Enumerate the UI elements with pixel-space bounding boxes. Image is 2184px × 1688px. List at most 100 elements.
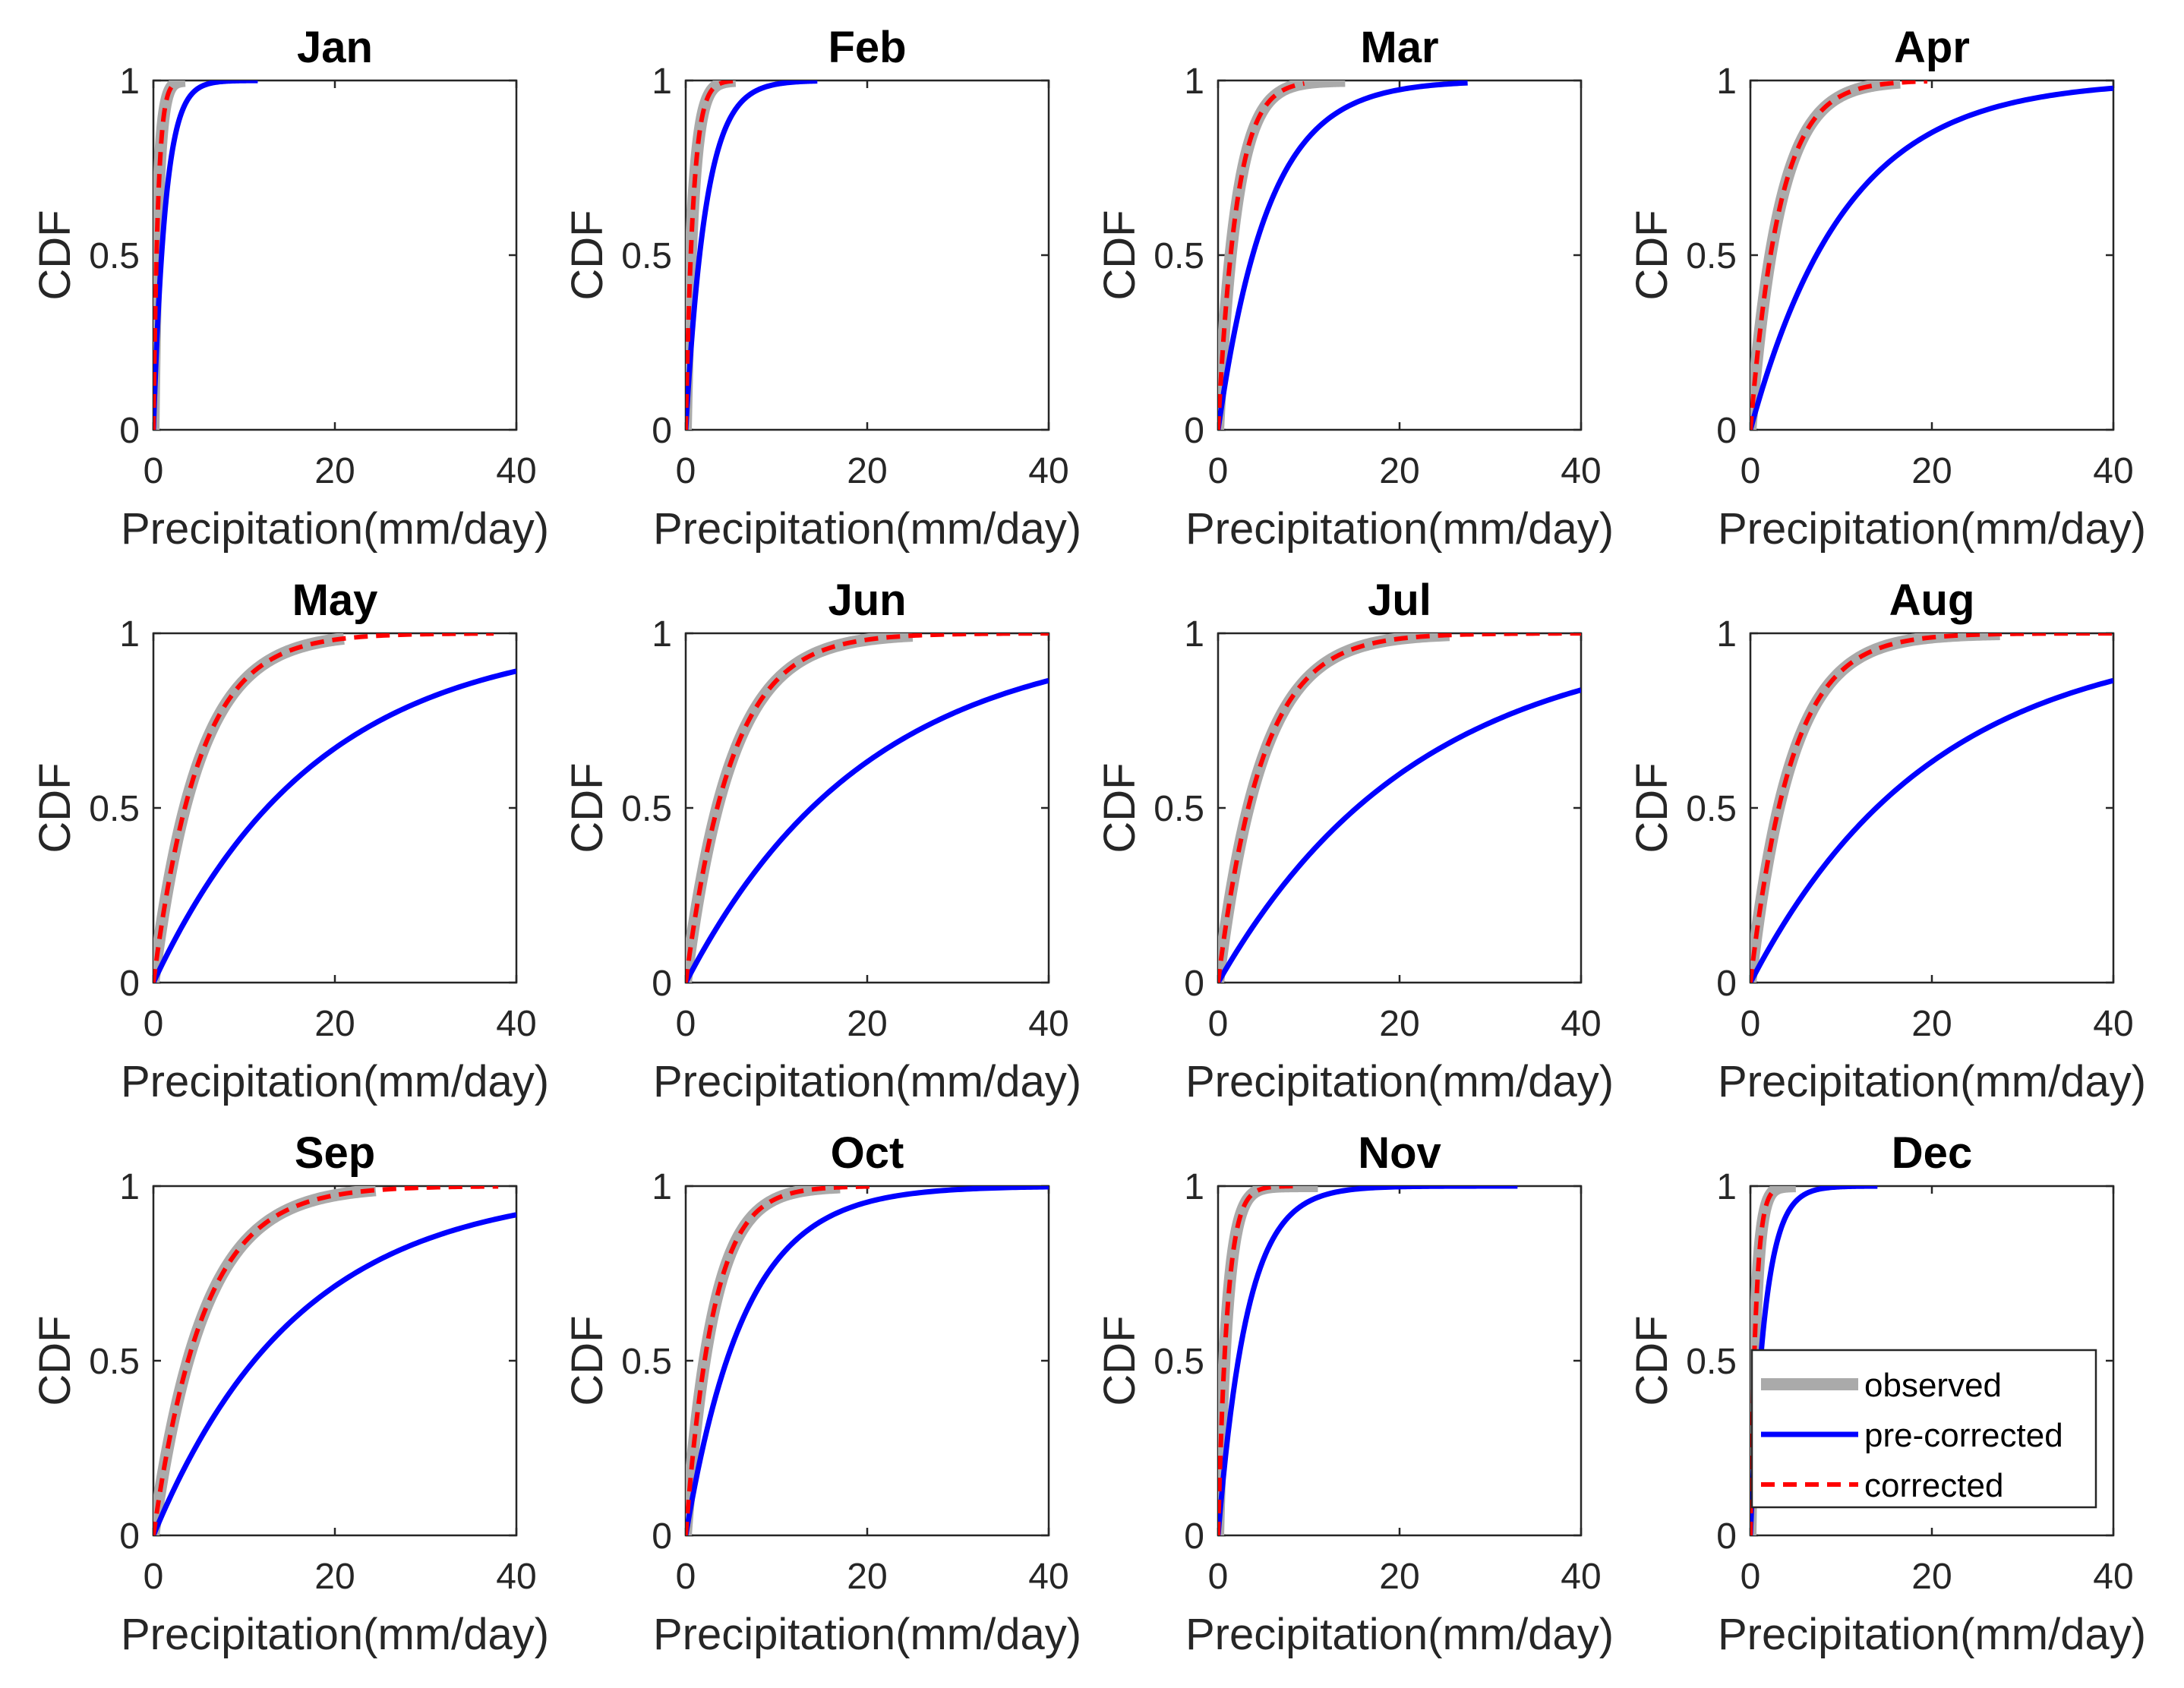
panel-oct: 0 20 40 0 0.5 1 Oct Precipitation(mm/day) CDF: [563, 1128, 1081, 1659]
panel-title: Dec: [1892, 1128, 1972, 1178]
x-tick-label: 20: [1379, 1557, 1419, 1597]
panel-title: Jan: [297, 23, 373, 72]
y-tick-label: 0.5: [1686, 236, 1737, 276]
pre-corrected-series-line: [153, 1212, 516, 1535]
y-tick-label: 0.5: [621, 1342, 672, 1382]
x-tick-label: 40: [2093, 1557, 2133, 1597]
panel-title: May: [292, 576, 378, 625]
series-group: [1750, 633, 2113, 983]
pre-corrected-series-line: [686, 1186, 1049, 1535]
y-axis-label: CDF: [1095, 762, 1144, 853]
x-tick-label: 20: [1911, 1557, 1952, 1597]
panel-jun: 0 20 40 0 0.5 1 Jun Precipitation(mm/day) CDF: [563, 576, 1081, 1106]
x-tick-label: 20: [314, 1004, 355, 1044]
y-tick-label: 1: [119, 614, 140, 655]
x-tick-label: 0: [144, 1557, 164, 1597]
x-tick-label: 40: [496, 1004, 536, 1044]
panel-title: Apr: [1894, 23, 1970, 72]
panel-title: Jun: [828, 576, 906, 625]
panel-sep: 0 20 40 0 0.5 1 Sep Precipitation(mm/day) CDF: [30, 1128, 549, 1659]
x-tick-label: 40: [1561, 451, 1601, 491]
y-tick-label: 0.5: [89, 789, 140, 829]
y-tick-label: 0: [1716, 1516, 1737, 1557]
y-tick-label: 0: [1184, 1516, 1204, 1557]
y-axis-label: CDF: [1627, 1315, 1677, 1406]
panel-mar: 0 20 40 0 0.5 1 Mar Precipitation(mm/day) CDF: [1095, 23, 1614, 554]
y-axis-label: CDF: [1095, 210, 1144, 300]
x-axis-label: Precipitation(mm/day): [1185, 504, 1614, 554]
x-tick-label: 0: [1741, 1557, 1761, 1597]
y-tick-label: 0.5: [1154, 789, 1204, 829]
y-axis-label: CDF: [30, 210, 80, 300]
pre-corrected-series-line: [1218, 1186, 1518, 1535]
x-tick-label: 20: [1379, 451, 1419, 491]
pre-corrected-series-line: [1750, 1186, 1879, 1535]
y-tick-label: 0.5: [621, 789, 672, 829]
pre-corrected-series-line: [1750, 85, 2113, 430]
panel-title: Oct: [831, 1128, 904, 1178]
y-tick-label: 0: [119, 964, 140, 1004]
observed-series-line: [1218, 80, 1350, 430]
y-axis-label: CDF: [1627, 762, 1677, 853]
panel-title: Nov: [1358, 1128, 1441, 1178]
x-tick-label: 40: [2093, 451, 2133, 491]
corrected-series-line: [1750, 80, 1928, 430]
x-tick-label: 20: [314, 1557, 355, 1597]
x-tick-label: 40: [1561, 1004, 1601, 1044]
x-tick-label: 40: [496, 1557, 536, 1597]
pre-corrected-series-line: [686, 80, 819, 430]
x-tick-label: 0: [676, 1557, 696, 1597]
y-tick-label: 0: [119, 411, 140, 451]
x-tick-label: 40: [2093, 1004, 2133, 1044]
x-tick-label: 40: [1028, 1004, 1068, 1044]
x-tick-label: 40: [1028, 1557, 1068, 1597]
y-tick-label: 1: [1184, 614, 1204, 655]
x-tick-label: 20: [1911, 451, 1952, 491]
x-tick-label: 0: [1208, 451, 1229, 491]
x-tick-label: 0: [1741, 451, 1761, 491]
y-tick-label: 0.5: [1686, 789, 1737, 829]
corrected-series-line: [1750, 633, 2113, 983]
panel-title: Sep: [295, 1128, 375, 1178]
pre-corrected-series-line: [153, 668, 516, 983]
x-tick-label: 20: [847, 451, 887, 491]
x-tick-label: 20: [1911, 1004, 1952, 1044]
corrected-series-line: [1218, 1186, 1300, 1535]
x-tick-label: 20: [1379, 1004, 1419, 1044]
x-axis-label: Precipitation(mm/day): [1185, 1057, 1614, 1106]
legend: observed pre-corrected corrected: [1750, 1349, 2097, 1509]
x-tick-label: 40: [496, 451, 536, 491]
series-group: [686, 1186, 1049, 1535]
x-axis-label: Precipitation(mm/day): [1185, 1610, 1614, 1659]
corrected-series-line: [1218, 633, 1581, 983]
corrected-series-line: [153, 80, 178, 430]
pre-corrected-series-line: [153, 80, 260, 430]
pre-corrected-series-line: [1218, 80, 1469, 430]
y-tick-label: 1: [1184, 62, 1204, 102]
corrected-series-line: [153, 633, 494, 983]
x-axis-label: Precipitation(mm/day): [1718, 504, 2146, 554]
y-tick-label: 0: [1716, 411, 1737, 451]
y-tick-label: 1: [652, 1167, 672, 1207]
panel-title: Feb: [828, 23, 906, 72]
x-tick-label: 40: [1561, 1557, 1601, 1597]
corrected-series-line: [153, 1186, 499, 1535]
x-tick-label: 20: [847, 1557, 887, 1597]
panel-grid: 0 20 40 0 0.5 1 Jan Precipitation(mm/day) CDF 0 20…: [30, 23, 2146, 1659]
series-group: [686, 633, 1049, 983]
x-axis-label: Precipitation(mm/day): [121, 1610, 549, 1659]
series-group: [153, 633, 516, 983]
y-tick-label: 0.5: [1686, 1342, 1737, 1382]
x-tick-label: 20: [314, 451, 355, 491]
legend-label-pre: pre-corrected: [1864, 1417, 2063, 1454]
y-axis-label: CDF: [1095, 1315, 1144, 1406]
y-axis-label: CDF: [563, 210, 612, 300]
x-tick-label: 0: [1208, 1004, 1229, 1044]
x-axis-label: Precipitation(mm/day): [121, 504, 549, 554]
y-axis-label: CDF: [1627, 210, 1677, 300]
x-axis-label: Precipitation(mm/day): [653, 1610, 1081, 1659]
panel-dec: 0 20 40 0 0.5 1 Dec Precipitation(mm/day) CDF: [1627, 1128, 2146, 1659]
corrected-series-line: [686, 633, 1049, 983]
legend-label-observed: observed: [1864, 1367, 2002, 1404]
